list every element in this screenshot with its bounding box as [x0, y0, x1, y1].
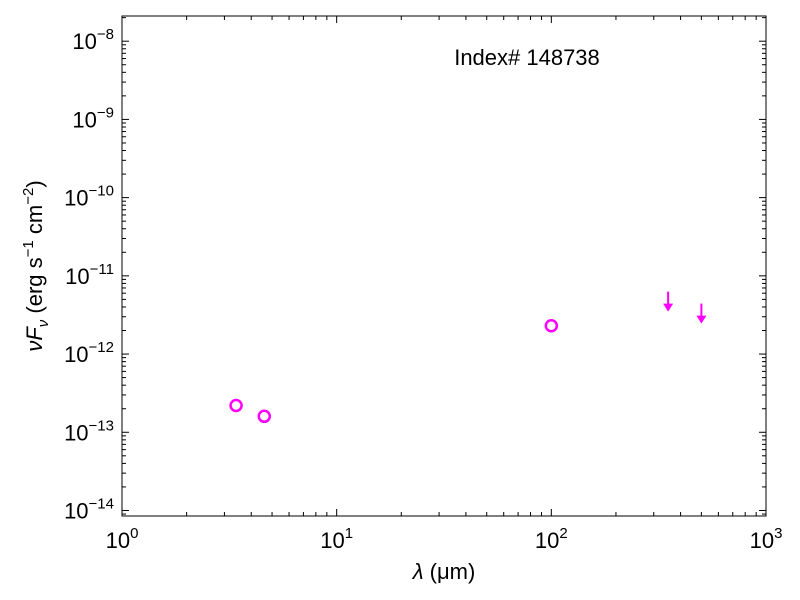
detection-marker: [257, 409, 272, 424]
y-tick-exponent: −10: [89, 183, 114, 200]
x-tick-base: 10: [535, 528, 559, 553]
detection-marker: [229, 398, 243, 413]
y-axis-F: F: [22, 326, 47, 341]
y-tick-base: 10: [64, 342, 88, 367]
y-axis-nu: ν: [22, 341, 47, 352]
x-tick-exponent: 3: [774, 525, 782, 542]
y-tick-base: 10: [72, 29, 96, 54]
data-markers: [229, 291, 707, 424]
y-tick-label: 10−12: [64, 339, 114, 367]
x-tick-exponent: 0: [130, 525, 138, 542]
x-axis-unit: (μm): [430, 559, 476, 584]
y-tick-base: 10: [64, 186, 88, 211]
y-tick-label: 10−14: [64, 495, 114, 523]
x-tick-label: 102: [535, 525, 568, 553]
x-tick-base: 10: [320, 528, 344, 553]
upper-limit-head: [696, 315, 707, 324]
y-axis-unit-mid: cm: [22, 205, 47, 240]
upper-limit-arrow: [663, 291, 674, 312]
y-axis-exp2: −2: [20, 188, 37, 205]
y-axis-sub: ν: [35, 319, 52, 327]
y-tick-label: 10−11: [65, 261, 114, 289]
upper-limit-head: [663, 303, 674, 312]
y-axis-unit-right: ): [22, 180, 47, 187]
y-tick-base: 10: [64, 420, 88, 445]
x-axis-symbol: λ: [412, 559, 424, 584]
x-tick-label: 103: [750, 525, 783, 553]
y-tick-exponent: −14: [89, 495, 114, 512]
x-tick-label: 101: [320, 525, 353, 553]
y-tick-base: 10: [65, 264, 89, 289]
y-tick-label: 10−10: [64, 183, 114, 211]
x-tick-base: 10: [106, 528, 130, 553]
y-tick-label: 10−8: [72, 26, 114, 54]
y-tick-label: 10−9: [72, 104, 114, 132]
x-axis-ticks: 100 101 102 103: [106, 16, 783, 553]
x-axis-title: λ (μm): [412, 559, 476, 584]
y-tick-exponent: −9: [97, 104, 114, 121]
detection-marker: [544, 319, 559, 333]
y-tick-exponent: −12: [89, 339, 114, 356]
y-tick-base: 10: [72, 107, 96, 132]
y-tick-exponent: −8: [97, 26, 114, 43]
x-tick-label: 100: [106, 525, 139, 553]
y-tick-label: 10−13: [64, 417, 114, 445]
plot-frame: [121, 15, 767, 517]
x-tick-base: 10: [750, 528, 774, 553]
y-tick-exponent: −11: [90, 261, 114, 278]
y-axis-unit-left: (erg s: [22, 257, 47, 313]
y-axis-title: νFν (erg s−1 cm−2): [20, 180, 52, 351]
y-axis-exp1: −1: [20, 240, 37, 257]
x-tick-exponent: 2: [559, 525, 567, 542]
upper-limit-arrow: [696, 303, 707, 324]
index-annotation: Index# 148738: [454, 45, 600, 70]
y-tick-exponent: −13: [89, 417, 114, 434]
x-tick-exponent: 1: [345, 525, 353, 542]
y-tick-base: 10: [64, 498, 88, 523]
